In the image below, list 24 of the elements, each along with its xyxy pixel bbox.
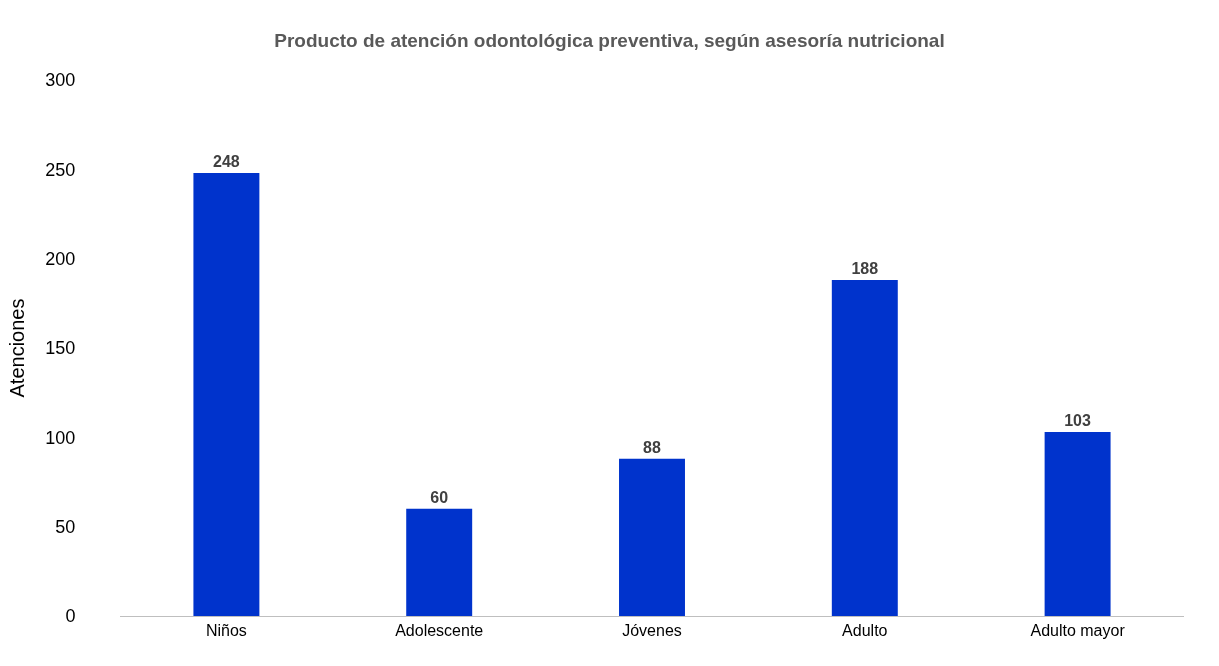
x-tick-label: Adolescente [395,622,484,640]
bar [406,508,473,616]
chart-title: Producto de atención odontológica preventiva, según asesoría nutricional [274,29,945,51]
y-tick-label: 0 [65,606,76,627]
data-label: 248 [213,152,240,170]
x-tick-label: Jóvenes [622,622,682,640]
y-tick-label: 50 [55,516,76,537]
bar [1044,431,1111,616]
bar [619,458,685,616]
data-label: 103 [1064,411,1091,429]
y-tick-label: 150 [45,338,76,359]
y-tick-label: 200 [45,248,76,269]
x-tick-label: Adulto [842,622,888,640]
x-tick-label: Niños [205,622,247,640]
x-tick-label: Adulto mayor [1030,622,1126,640]
y-axis-title: Atenciones [5,298,28,398]
bar [831,280,898,616]
bar [193,172,260,616]
data-label: 60 [430,488,449,506]
y-tick-label: 100 [45,427,76,448]
data-label: 188 [851,260,879,278]
data-label: 88 [643,438,661,456]
y-tick-label: 250 [45,159,76,180]
y-tick-label: 300 [45,70,76,91]
